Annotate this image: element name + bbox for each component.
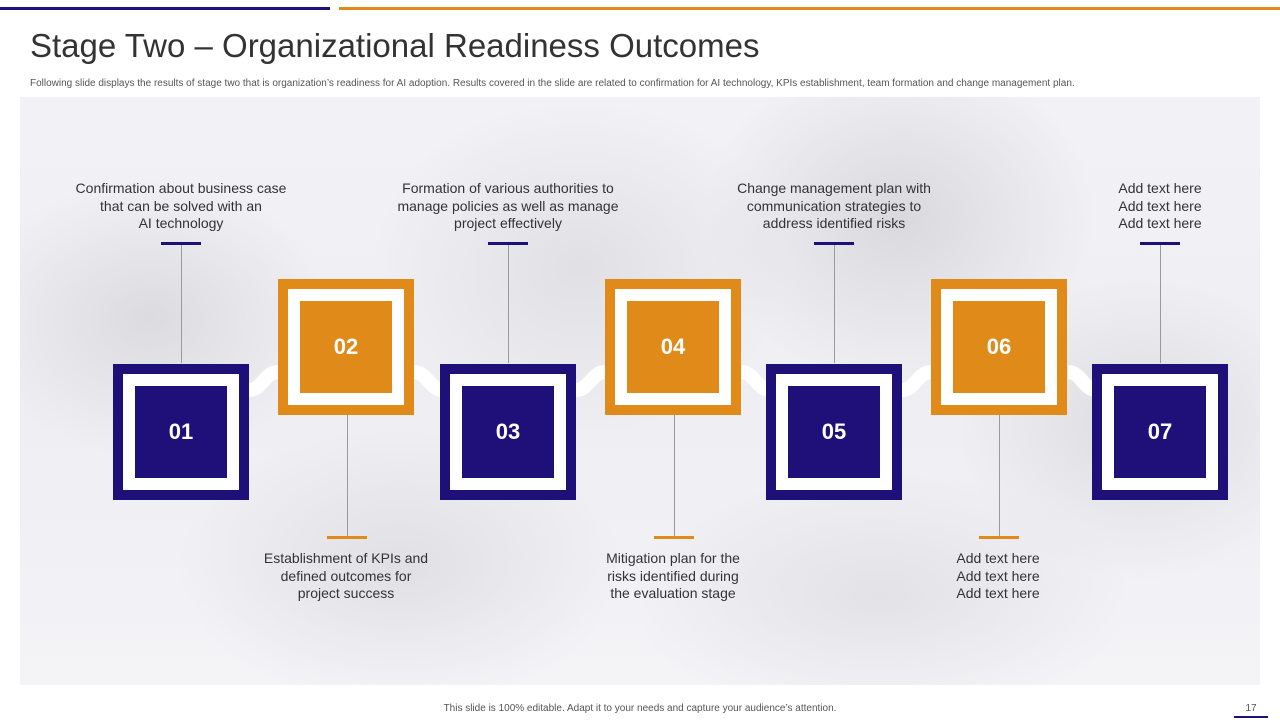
stage-03-label: Formation of various authorities to mana… (397, 180, 619, 231)
top-accent-bar-purple (0, 7, 330, 10)
stage-02-marker (327, 536, 367, 539)
page-title: Stage Two – Organizational Readiness Out… (30, 27, 760, 64)
stage-01-label: Confirmation about business case that ca… (75, 180, 287, 231)
stage-05-marker (814, 242, 854, 245)
stage-04-leader-line (674, 415, 675, 537)
stage-07-leader-line (1160, 245, 1161, 363)
stage-01-marker (161, 242, 201, 245)
stage-01-number: 01 (135, 386, 227, 478)
stage-01-box: 01 (113, 364, 249, 500)
footer-note: This slide is 100% editable. Adapt it to… (443, 703, 837, 714)
stage-04-marker (654, 536, 694, 539)
stage-01-leader-line (181, 245, 182, 363)
stage-07-box: 07 (1092, 364, 1228, 500)
stage-04-label: Mitigation plan for the risks identified… (606, 550, 740, 601)
stage-03-leader-line (508, 245, 509, 363)
stage-06-marker (979, 536, 1019, 539)
stage-04-number: 04 (627, 301, 719, 393)
stage-07-number: 07 (1114, 386, 1206, 478)
stage-05-box: 05 (766, 364, 902, 500)
stage-04-box: 04 (605, 279, 741, 415)
stage-05-label: Change management plan with communicatio… (737, 180, 931, 231)
stage-06-leader-line (999, 415, 1000, 537)
page-subtitle: Following slide displays the results of … (30, 78, 1075, 89)
page-number: 17 (1245, 703, 1257, 714)
stage-06-label: Add text here Add text here Add text her… (956, 550, 1040, 601)
stage-06-number: 06 (953, 301, 1045, 393)
top-accent-bar-orange (339, 7, 1280, 10)
stage-03-marker (488, 242, 528, 245)
stage-05-number: 05 (788, 386, 880, 478)
page-number-underline (1234, 716, 1268, 718)
stage-07-label: Add text here Add text here Add text her… (1118, 180, 1202, 231)
stage-03-number: 03 (462, 386, 554, 478)
stage-02-leader-line (347, 415, 348, 537)
stage-02-label: Establishment of KPIs and defined outcom… (263, 550, 429, 601)
stage-03-box: 03 (440, 364, 576, 500)
stage-05-leader-line (834, 245, 835, 363)
stage-02-box: 02 (278, 279, 414, 415)
stage-07-marker (1140, 242, 1180, 245)
stage-06-box: 06 (931, 279, 1067, 415)
stage-02-number: 02 (300, 301, 392, 393)
